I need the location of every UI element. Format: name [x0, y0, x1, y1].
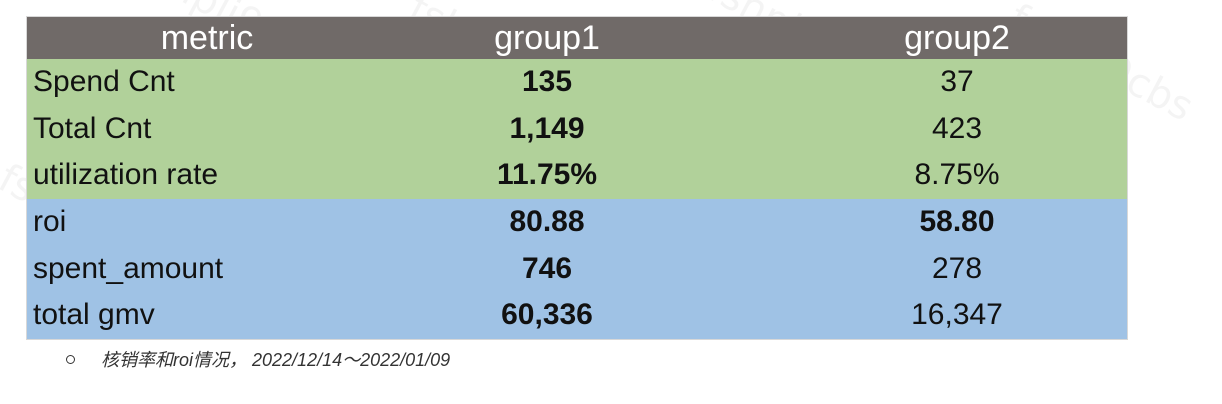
group2-cell: 8.75%	[914, 158, 1000, 192]
group2-cell: 37	[940, 65, 974, 99]
metric-cell: spent_amount	[33, 251, 224, 285]
metric-cell: Total Cnt	[33, 111, 152, 145]
metrics-table-container: metric group1 group2 Spend Cnt 135 37 To…	[26, 16, 1128, 340]
metrics-table: metric group1 group2 Spend Cnt 135 37 To…	[27, 17, 1127, 339]
group1-cell: 80.88	[509, 205, 585, 239]
metric-cell: utilization rate	[33, 158, 219, 192]
header-group2: group2	[904, 19, 1010, 57]
table-body: Spend Cnt 135 37 Total Cnt 1,149 423 uti…	[27, 59, 1127, 339]
table-row: total gmv 60,336 16,347	[27, 291, 1127, 339]
group2-cell: 16,347	[911, 298, 1003, 332]
group2-cell: 58.80	[919, 205, 995, 239]
caption-text: 核销率和roi情况， 2022/12/14～2022/01/09	[101, 350, 451, 370]
header-metric: metric	[160, 19, 254, 57]
table-row: utilization rate 11.75% 8.75%	[27, 152, 1127, 199]
group1-cell: 11.75%	[496, 158, 598, 192]
table-row: Total Cnt 1,149 423	[27, 105, 1127, 153]
group1-cell: 60,336	[501, 298, 593, 332]
metric-cell: Spend Cnt	[33, 65, 175, 99]
group2-cell: 423	[931, 111, 983, 145]
table-row: Spend Cnt 135 37	[27, 59, 1127, 106]
table-row: spent_amount 746 278	[27, 245, 1127, 292]
group1-cell: 1,149	[509, 111, 585, 145]
metric-cell: roi	[33, 205, 67, 239]
group2-cell: 278	[931, 251, 983, 285]
bullet-icon	[66, 354, 75, 364]
table-caption: 核销率和roi情况， 2022/12/14～2022/01/09	[66, 346, 450, 372]
group1-cell: 135	[521, 65, 573, 99]
header-group1: group1	[494, 19, 600, 57]
metric-cell: total gmv	[33, 298, 155, 332]
table-header-row: metric group1 group2	[27, 17, 1127, 59]
table-row: roi 80.88 58.80	[27, 198, 1127, 246]
group1-cell: 746	[521, 251, 573, 285]
